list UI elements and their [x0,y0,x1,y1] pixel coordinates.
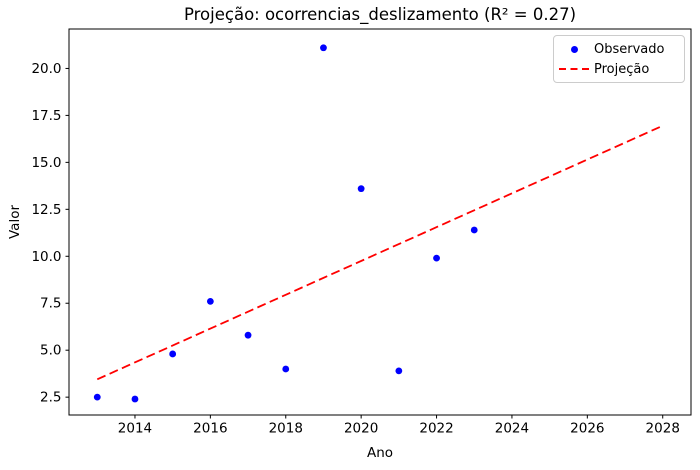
data-point [131,395,139,403]
chart-title: Projeção: ocorrencias_deslizamento (R² =… [183,5,577,24]
data-point [433,254,440,262]
y-tick-label: 12.5 [31,202,61,218]
x-tick-label: 2020 [344,421,378,437]
legend-entry-observado: Observado [554,39,680,59]
x-tick-label: 2018 [269,421,303,437]
x-axis-label: Ano [366,445,394,461]
x-tick-label: 2014 [118,421,152,437]
data-point [206,297,214,305]
data-point [320,44,327,52]
dashed-line-icon [558,68,590,70]
y-tick-label: 15.0 [31,155,61,171]
x-tick-label: 2024 [495,421,529,437]
legend-label-observado: Observado [594,41,665,57]
data-point [282,365,290,373]
legend: Observado Projeção [553,35,685,83]
x-tick-label: 2016 [193,421,227,437]
data-point [244,331,252,339]
x-tick-label: 2028 [646,421,680,437]
projection-line [96,124,664,381]
y-tick-label: 2.5 [40,390,61,406]
legend-label-projecao: Projeção [594,61,650,77]
data-point [93,393,101,401]
y-tick-label: 20.0 [31,61,61,77]
x-tick-label: 2026 [570,421,604,437]
legend-entry-projecao: Projeção [554,59,680,79]
x-tick-label: 2022 [419,421,453,437]
data-point [395,367,403,375]
data-point [169,350,177,358]
y-tick-label: 10.0 [31,249,61,265]
y-tick-label: 5.0 [40,343,61,359]
y-tick-label: 7.5 [40,296,61,312]
scatter-marker-icon [570,45,578,53]
y-tick-label: 17.5 [31,108,61,124]
data-point [357,185,365,193]
axes-spines [68,28,692,416]
data-point [470,226,478,234]
